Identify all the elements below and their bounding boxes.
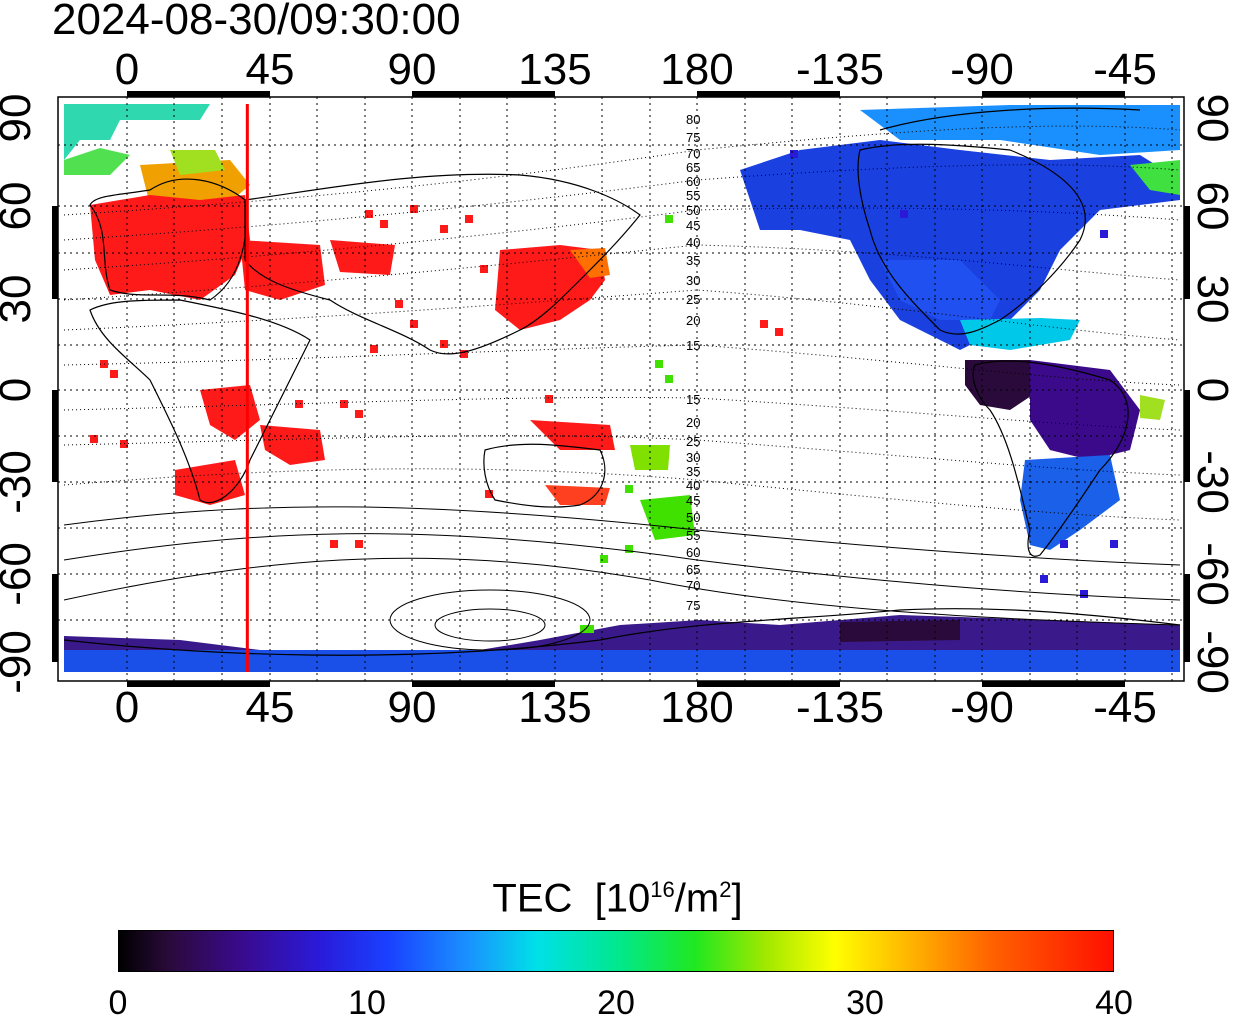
contour-label: 40 (686, 235, 700, 250)
contour-label: 30 (686, 450, 700, 465)
colorbar-unit-mid: /m (674, 876, 720, 921)
tec-patch-arctic-green (64, 148, 130, 175)
tec-patch-japan-orange (570, 248, 610, 278)
lon-tick-bottom: 90 (387, 683, 437, 732)
frame-edge-bars (52, 91, 1190, 687)
contour-label: 25 (686, 292, 700, 307)
colorbar-tick: 10 (348, 984, 386, 1022)
contour-label: 40 (686, 478, 700, 493)
tec-patch-greenland-green (1130, 160, 1180, 195)
lon-tick-top: 90 (387, 45, 437, 94)
contour-label: 65 (686, 562, 700, 577)
colorbar-tick: 30 (846, 984, 884, 1022)
contour-label: 25 (686, 434, 700, 449)
contour-label: 50 (686, 203, 700, 218)
tec-patch-south-america-indigo (1030, 360, 1140, 460)
colorbar-unit-exp: 16 (650, 877, 675, 902)
contour-label: 65 (686, 160, 700, 175)
contour-label: 55 (686, 528, 700, 543)
tec-patch-south-america-dark (965, 360, 1040, 410)
contour-label: 75 (686, 598, 700, 613)
colorbar-title: TEC [1016/m2] (0, 866, 1235, 922)
tec-patch-scandinavia-lime (170, 150, 225, 175)
contour-label-column-south: 15 20 25 30 35 40 45 50 55 60 65 70 75 (686, 392, 700, 613)
graticule (58, 97, 1184, 681)
lon-tick-bottom: 180 (660, 683, 734, 732)
colorbar-tick: 0 (108, 984, 128, 1022)
tec-patch-mideast-red (240, 240, 325, 300)
lon-tick-top: 45 (245, 45, 295, 94)
tec-station-pixels-green (580, 215, 673, 633)
contour-label: 30 (686, 273, 700, 288)
colorbar-unit-prefix: [10 (594, 876, 651, 921)
colorbar-tick: 40 (1095, 984, 1133, 1022)
contour-label-column-north: 80 75 70 65 60 55 50 45 40 35 30 25 20 1… (686, 112, 700, 353)
tec-patch-central-america-cyan (960, 318, 1080, 350)
lon-tick-top: -90 (950, 45, 1014, 94)
lon-tick-bottom: -135 (795, 683, 885, 732)
tec-patch-usa-blue (880, 260, 1000, 320)
lon-tick-bottom: 45 (245, 683, 295, 732)
tec-patch-madagascar-red (260, 425, 325, 465)
tec-patch-antarctic-dark (840, 620, 960, 642)
tec-patch-brazil-green (1140, 395, 1165, 420)
contour-label: 35 (686, 253, 700, 268)
colorbar-title-text: TEC (492, 876, 573, 921)
contour-label: 60 (686, 545, 700, 560)
colorbar-unit-exp2: 2 (719, 877, 732, 902)
contour-label: 80 (686, 112, 700, 127)
lon-tick-top: 135 (518, 45, 592, 94)
contour-label: 15 (686, 392, 700, 407)
tec-map: 80 75 70 65 60 55 50 45 40 35 30 25 20 1… (52, 91, 1190, 687)
tec-patch-europe-red (90, 195, 250, 300)
contour-label: 45 (686, 493, 700, 508)
tec-patch-arctic-cyan (64, 104, 210, 160)
contour-label: 45 (686, 218, 700, 233)
contour-label: 55 (686, 188, 700, 203)
colorbar-tick: 20 (597, 984, 635, 1022)
contour-label: 70 (686, 578, 700, 593)
magnetic-latitude-contours (63, 125, 1181, 651)
lon-tick-top: -135 (795, 45, 885, 94)
colorbar (118, 930, 1114, 972)
contour-label: 20 (686, 415, 700, 430)
timestamp-title: 2024-08-30/09:30:00 (52, 0, 461, 44)
tec-patch-indonesia-red (530, 420, 615, 450)
contour-label: 15 (686, 338, 700, 353)
contour-label: 60 (686, 174, 700, 189)
contour-label: 20 (686, 313, 700, 328)
tec-patch-africa-red (200, 385, 260, 440)
lon-tick-bottom: 135 (518, 683, 592, 732)
contour-label: 50 (686, 510, 700, 525)
tec-patch-east-asia-red (495, 245, 605, 330)
tec-patch-australia-red (545, 485, 610, 505)
tec-patches (64, 104, 1180, 672)
colorbar-unit-suffix: ] (731, 876, 743, 921)
tec-station-pixels-blue (790, 150, 1118, 598)
contour-label: 35 (686, 464, 700, 479)
lon-tick-top: -45 (1093, 45, 1157, 94)
lon-tick-top: 180 (660, 45, 734, 94)
tec-patch-central-asia-red (330, 240, 395, 275)
lon-tick-bottom: 0 (114, 683, 140, 732)
tec-station-pixels (90, 205, 783, 548)
tec-patch-north-america-blue (740, 140, 1180, 350)
coastlines (63, 107, 1181, 656)
contour-label: 70 (686, 146, 700, 161)
contour-label: 75 (686, 130, 700, 145)
lon-tick-bottom: -90 (950, 683, 1014, 732)
lon-tick-top: 0 (114, 45, 140, 94)
lon-tick-bottom: -45 (1093, 683, 1157, 732)
tec-patch-patagonia-blue (1020, 455, 1120, 550)
